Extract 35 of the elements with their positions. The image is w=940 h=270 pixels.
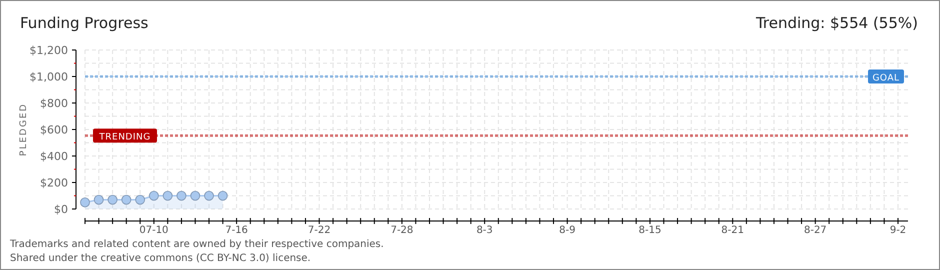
y-tick-label: $800 — [40, 97, 68, 110]
y-tick-label: $200 — [40, 176, 68, 190]
x-tick-label: 8-3 — [476, 225, 493, 236]
point — [204, 190, 214, 201]
x-tick-label: 8-9 — [559, 225, 576, 236]
x-tick-label: 7-28 — [390, 225, 414, 236]
ref-line-label: TRENDING — [98, 132, 151, 143]
point — [162, 190, 173, 201]
x-tick-label: 8-27 — [804, 225, 827, 236]
y-tick-label: $0 — [54, 203, 68, 216]
x-tick-label: 7-22 — [308, 225, 331, 236]
text: Trademarks and related content are owned by their respective companies. — [9, 239, 384, 250]
point — [190, 190, 200, 201]
text: Shared under the creative commons (CC BY-NC 3.0) license. — [10, 253, 311, 264]
point — [135, 194, 146, 205]
point — [94, 194, 104, 205]
ref-line-label: GOAL — [872, 74, 900, 84]
x-tick-label: 9-2 — [890, 225, 906, 236]
y-axis-title: PLEDGED — [19, 102, 29, 156]
x-tick-label: 7-16 — [225, 225, 248, 236]
y-tick-label: $600 — [40, 124, 68, 136]
point — [121, 194, 132, 205]
y-tick-label: $1,000 — [30, 70, 68, 84]
chart-title: Funding Progress — [20, 14, 149, 32]
chart-subtitle: Trending: $554 (55%) — [754, 14, 918, 32]
point — [218, 190, 228, 201]
point — [176, 190, 186, 201]
x-tick-label: 8-15 — [638, 225, 662, 236]
y-tick-label: $1,200 — [30, 44, 68, 57]
y-tick-label: $400 — [40, 150, 68, 163]
x-tick-label: 8-21 — [721, 225, 744, 236]
point — [108, 194, 118, 205]
x-tick-label: 07-10 — [139, 225, 168, 236]
point — [80, 197, 90, 208]
point — [149, 190, 159, 201]
